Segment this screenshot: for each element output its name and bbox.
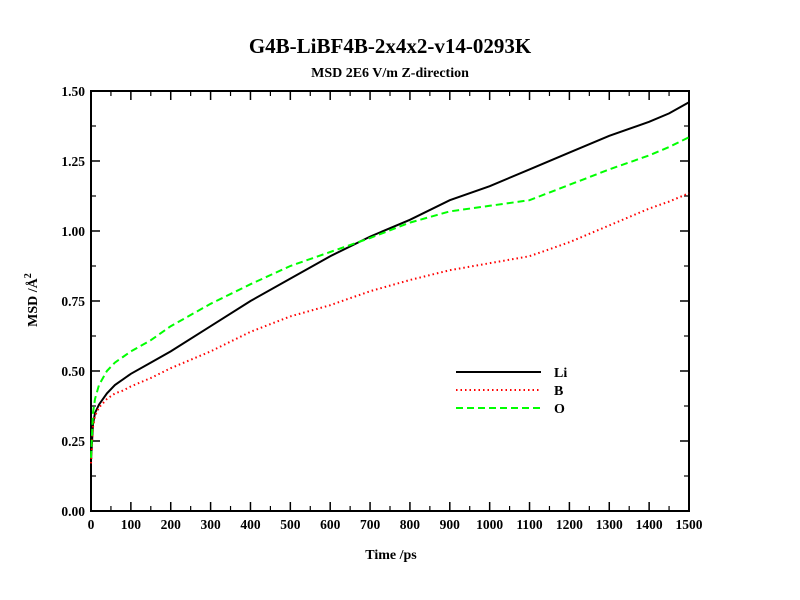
y-axis-label-superscript: 2 xyxy=(23,273,34,278)
series-line-o xyxy=(90,136,690,458)
x-tick-label: 0 xyxy=(88,517,95,532)
y-axis-label-main: MSD /Å xyxy=(25,277,41,327)
series-line-b xyxy=(90,192,690,464)
plot-area: 0 100 200 300 400 500 600 700 800 900 1000 1100 1200… xyxy=(61,84,702,532)
x-tick-label: 500 xyxy=(280,517,301,532)
y-tick-label: 0.25 xyxy=(61,434,85,449)
y-tick-label: 1.50 xyxy=(61,84,85,99)
svg-text:MSD /Å2: MSD /Å2 xyxy=(23,273,41,327)
y-tick-label: 0.50 xyxy=(61,364,85,379)
y-axis-label: MSD /Å2 xyxy=(23,273,41,327)
chart-subtitle: MSD 2E6 V/m Z-direction xyxy=(311,66,469,81)
plot-frame xyxy=(90,90,690,512)
x-tick-label: 1500 xyxy=(676,517,703,532)
y-tick-label: 1.25 xyxy=(61,154,85,169)
x-tick-label: 600 xyxy=(320,517,341,532)
legend-label-b: B xyxy=(554,384,563,399)
x-tick-label: 1000 xyxy=(476,517,503,532)
series-line-li xyxy=(90,101,690,461)
x-tick-label: 900 xyxy=(440,517,461,532)
x-tick-label: 1400 xyxy=(636,517,663,532)
x-tick-label: 300 xyxy=(200,517,221,532)
x-axis-label: Time /ps xyxy=(365,548,417,563)
x-tick-label: 700 xyxy=(360,517,381,532)
x-tick-label: 200 xyxy=(161,517,182,532)
legend-label-o: O xyxy=(554,402,565,417)
x-tick-label: 100 xyxy=(121,517,142,532)
y-tick-label: 1.00 xyxy=(61,224,85,239)
y-tick-label: 0.75 xyxy=(61,294,85,309)
legend-label-li: Li xyxy=(554,366,567,381)
x-tick-label: 1300 xyxy=(596,517,623,532)
x-tick-label: 1100 xyxy=(516,517,543,532)
chart-title: G4B-LiBF4B-2x4x2-v14-0293K xyxy=(249,34,532,58)
y-tick-label: 0.00 xyxy=(61,504,85,519)
legend: Li BO xyxy=(456,366,567,417)
x-tick-label: 400 xyxy=(240,517,261,532)
x-tick-label: 1200 xyxy=(556,517,583,532)
x-tick-label: 800 xyxy=(400,517,421,532)
